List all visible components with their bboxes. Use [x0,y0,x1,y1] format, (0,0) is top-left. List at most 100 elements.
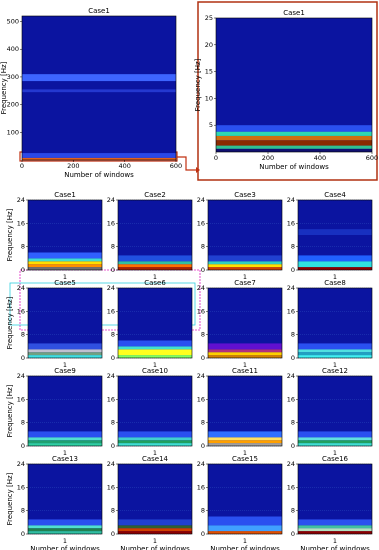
y-axis-label: Frequency [Hz] [6,384,14,437]
x-axis-label: Number of windows [120,545,190,550]
spectral-band [28,252,102,259]
panel-title: Case2 [144,191,166,199]
y-tick-label: 16 [287,219,295,227]
panel-title: Case1 [54,191,76,199]
x-axis-label: Number of windows [64,171,134,179]
x-tick-label: 1 [63,449,67,457]
panel-title: Case9 [54,367,76,375]
x-tick-label: 1 [243,273,247,281]
spectral-band [28,443,102,446]
plot-frame [297,287,373,359]
y-tick-label: 24 [17,196,25,204]
y-tick-label: 5 [209,121,213,129]
y-tick-label: 24 [287,460,295,468]
x-tick-label: 1 [63,361,67,369]
plot-frame [297,199,373,271]
plot-frame [21,15,177,161]
spectral-band [298,355,372,358]
spectral-band [216,148,372,152]
y-tick-label: 8 [21,331,25,339]
panel-title: Case16 [322,455,349,463]
x-tick-label: 1 [243,449,247,457]
spectral-band [298,343,372,350]
panel-title: Case13 [52,455,78,463]
plot-frame [207,287,283,359]
spectral-band [118,440,192,444]
spectral-band [208,443,282,446]
y-tick-label: 8 [201,243,205,251]
x-tick-label: 1 [333,449,337,457]
y-tick-label: 0 [111,266,115,274]
panel-title: Case6 [144,279,166,287]
x-axis-label: Number of windows [210,545,280,550]
spectral-band [298,431,372,438]
spectral-band [118,340,192,347]
y-tick-label: 16 [17,395,25,403]
plot-frame [27,287,103,359]
y-axis-label: Frequency [Hz] [6,472,14,525]
y-tick-label: 8 [291,507,295,515]
y-axis-label: Frequency [Hz] [0,61,8,114]
x-tick-label: 1 [153,537,157,545]
panel-title: Case1 [283,9,305,17]
x-tick-label: 1 [63,537,67,545]
x-tick-label: 400 [118,162,130,170]
y-tick-label: 24 [197,372,205,380]
spectral-band [28,355,102,358]
plot-frame [27,463,103,535]
y-tick-label: 16 [17,307,25,315]
spectral-band [298,352,372,356]
spectral-band [208,431,282,438]
y-tick-label: 0 [201,354,205,362]
panel-title: Case10 [142,367,168,375]
x-tick-label: 1 [63,273,67,281]
y-tick-label: 24 [107,372,115,380]
y-tick-label: 16 [287,307,295,315]
spectral-band [208,355,282,358]
spectral-band [208,525,282,532]
plot-frame [117,375,193,447]
x-tick-label: 400 [314,154,326,162]
spectral-band [118,443,192,446]
plot-frame [117,463,193,535]
spectral-band [298,255,372,262]
spectral-band [216,131,372,136]
plot-background [22,16,176,160]
y-tick-label: 8 [291,331,295,339]
y-tick-label: 8 [201,419,205,427]
spectral-band [118,355,192,358]
x-tick-label: 1 [333,361,337,369]
y-tick-label: 16 [287,395,295,403]
y-tick-label: 0 [291,442,295,450]
plot-frame [207,199,283,271]
spectral-band [208,264,282,268]
y-tick-label: 0 [21,266,25,274]
spectral-band [208,531,282,534]
spectral-band [118,531,192,534]
spectral-band [28,267,102,270]
x-tick-label: 1 [243,361,247,369]
y-tick-label: 0 [201,530,205,538]
spectral-band [28,519,102,526]
spectral-band [118,528,192,532]
y-tick-label: 8 [111,243,115,251]
spectral-band [208,349,282,353]
y-tick-label: 0 [111,442,115,450]
spectral-band [28,528,102,532]
y-axis-label: Frequency [Hz] [194,58,202,111]
y-axis-label: Frequency [Hz] [6,296,14,349]
spectral-band [28,264,102,268]
spectral-band [208,437,282,441]
panel-title: Case4 [324,191,346,199]
y-tick-label: 16 [107,219,115,227]
y-tick-label: 24 [287,284,295,292]
panel-title: Case14 [142,455,169,463]
y-tick-label: 16 [197,483,205,491]
x-tick-label: 200 [67,162,79,170]
panel-title: Case8 [324,279,346,287]
spectral-band [298,528,372,532]
y-tick-label: 100 [7,128,19,136]
y-tick-label: 25 [205,14,213,22]
y-tick-label: 16 [287,483,295,491]
